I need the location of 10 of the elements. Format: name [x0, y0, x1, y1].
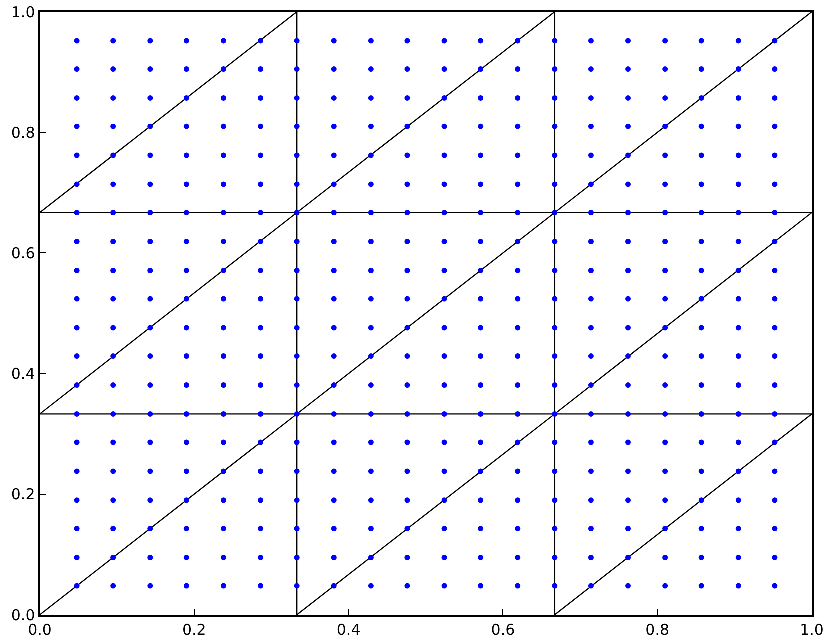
y-tick-label: 0.2	[11, 486, 36, 504]
y-tick-label: 1.0	[11, 3, 36, 22]
y-tick-label: 0.6	[11, 244, 36, 262]
y-tick-label: 0.4	[11, 365, 36, 384]
y-tick-label: 0.8	[11, 124, 36, 142]
x-tick-label: 1.0	[800, 620, 824, 639]
x-tick-label: 0.8	[646, 620, 670, 639]
x-tick-label: 0.4	[336, 620, 361, 639]
x-tick-label: 0.6	[491, 620, 516, 639]
x-tick-label: 0.2	[182, 620, 206, 639]
